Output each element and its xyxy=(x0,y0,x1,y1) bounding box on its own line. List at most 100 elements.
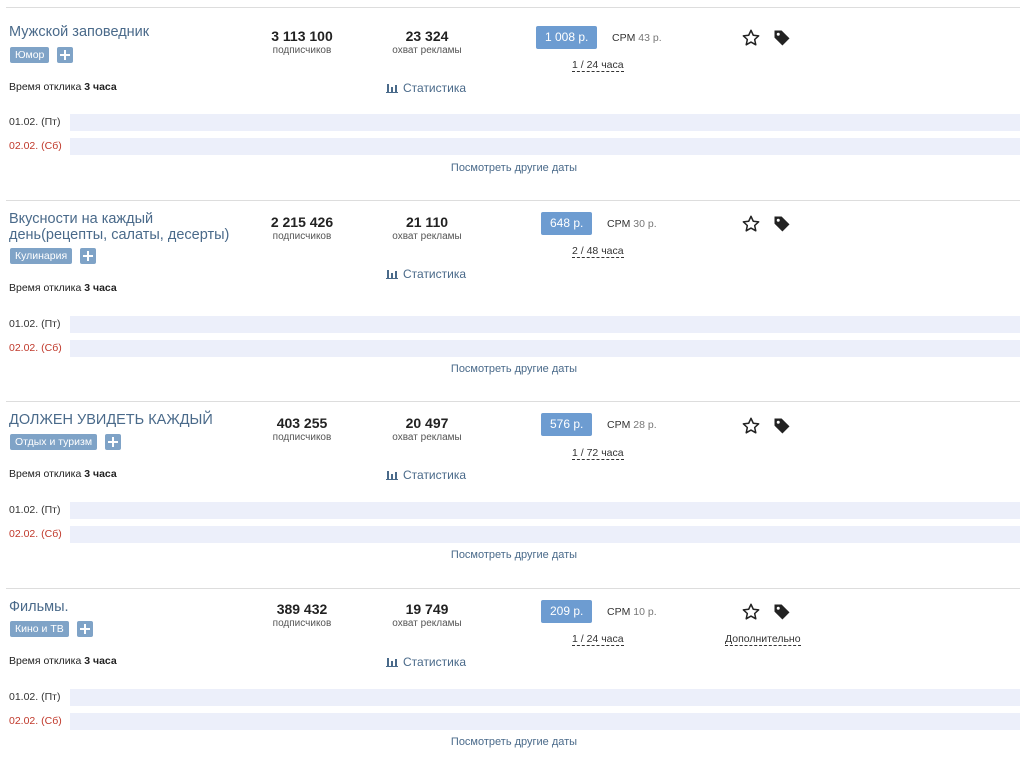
channel-name[interactable]: ДОЛЖЕН УВИДЕТЬ КАЖДЫЙ xyxy=(9,412,213,428)
channel-card: Фильмы. Кино и ТВ Время отклика 3 часа 3… xyxy=(0,588,1024,780)
date-label: 02.02. (Сб) xyxy=(9,715,62,727)
channel-name[interactable]: Мужской заповедник xyxy=(9,24,150,40)
statistics-link[interactable]: Статистика xyxy=(386,655,466,669)
card-divider xyxy=(6,7,1020,8)
channel-card: Вкусности на каждый день(рецепты, салаты… xyxy=(0,200,1024,395)
response-time-label: Время отклика xyxy=(9,655,82,667)
category-tag[interactable]: Кино и ТВ xyxy=(10,621,69,637)
date-row[interactable]: 01.02. (Пт) xyxy=(9,316,1020,333)
price-button[interactable]: 209 р. xyxy=(541,600,593,623)
cpm-value: 10 р. xyxy=(633,606,657,618)
card-divider xyxy=(6,588,1020,589)
reach-stat: 19 749 охват рекламы xyxy=(367,601,487,630)
bar-chart-icon xyxy=(386,470,398,480)
channel-tags: Отдых и туризм xyxy=(10,434,122,450)
bar-chart-icon xyxy=(386,657,398,667)
other-dates-link[interactable]: Посмотреть другие даты xyxy=(450,736,578,748)
reach-label: охват рекламы xyxy=(392,432,462,443)
cpm-label: CPM xyxy=(607,218,631,230)
reach-count: 20 497 xyxy=(405,415,449,431)
subscribers-label: подписчиков xyxy=(272,618,332,629)
other-dates-link[interactable]: Посмотреть другие даты xyxy=(450,549,578,561)
cpm-value: 28 р. xyxy=(633,419,657,431)
date-row[interactable]: 02.02. (Сб) xyxy=(9,713,1020,730)
date-slot-bar[interactable] xyxy=(70,340,1020,357)
channel-name[interactable]: Фильмы. xyxy=(9,599,69,615)
channel-card: ДОЛЖЕН УВИДЕТЬ КАЖДЫЙ Отдых и туризм Вре… xyxy=(0,401,1024,581)
category-tag[interactable]: Юмор xyxy=(10,47,50,63)
response-time: Время отклика 3 часа xyxy=(9,81,117,93)
more-options-link[interactable]: Дополнительно xyxy=(725,633,801,646)
date-slot-bar[interactable] xyxy=(70,316,1020,333)
date-slot-bar[interactable] xyxy=(70,689,1020,706)
cpm: CPM 43 р. xyxy=(612,32,662,44)
price-tag-icon[interactable] xyxy=(772,416,792,436)
subscribers-label: подписчиков xyxy=(272,432,332,443)
post-slots[interactable]: 2 / 48 часа xyxy=(572,245,624,258)
reach-stat: 20 497 охват рекламы xyxy=(367,415,487,444)
date-slot-bar[interactable] xyxy=(70,114,1020,131)
date-row[interactable]: 02.02. (Сб) xyxy=(9,340,1020,357)
response-time: Время отклика 3 часа xyxy=(9,655,117,667)
price-tag-icon[interactable] xyxy=(772,214,792,234)
date-row[interactable]: 02.02. (Сб) xyxy=(9,526,1020,543)
date-row[interactable]: 02.02. (Сб) xyxy=(9,138,1020,155)
date-slot-bar[interactable] xyxy=(70,502,1020,519)
date-label: 02.02. (Сб) xyxy=(9,140,62,152)
star-outline-icon[interactable] xyxy=(741,416,761,436)
date-label: 01.02. (Пт) xyxy=(9,318,61,330)
channel-card: Мужской заповедник Юмор Время отклика 3 … xyxy=(0,7,1024,193)
subscribers-stat: 389 432 подписчиков xyxy=(242,601,362,630)
subscribers-count: 389 432 xyxy=(276,601,328,617)
channel-tags: Кино и ТВ xyxy=(10,621,93,637)
subscribers-stat: 3 113 100 подписчиков xyxy=(242,28,362,57)
star-outline-icon[interactable] xyxy=(741,214,761,234)
response-time: Время отклика 3 часа xyxy=(9,468,117,480)
price-button[interactable]: 1 008 р. xyxy=(536,26,598,49)
category-tag[interactable]: Отдых и туризм xyxy=(10,434,98,450)
reach-stat: 23 324 охват рекламы xyxy=(367,28,487,57)
star-outline-icon[interactable] xyxy=(741,602,761,622)
date-row[interactable]: 01.02. (Пт) xyxy=(9,502,1020,519)
price-tag-icon[interactable] xyxy=(772,602,792,622)
cpm-label: CPM xyxy=(607,606,631,618)
statistics-link[interactable]: Статистика xyxy=(386,81,466,95)
cpm: CPM 10 р. xyxy=(607,606,657,618)
bar-chart-icon xyxy=(386,83,398,93)
reach-stat: 21 110 охват рекламы xyxy=(367,214,487,243)
statistics-label: Статистика xyxy=(403,655,467,669)
add-category-button[interactable] xyxy=(57,47,74,63)
date-slot-bar[interactable] xyxy=(70,713,1020,730)
post-slots[interactable]: 1 / 24 часа xyxy=(572,633,624,646)
add-category-button[interactable] xyxy=(105,434,122,450)
date-label: 01.02. (Пт) xyxy=(9,504,61,516)
date-row[interactable]: 01.02. (Пт) xyxy=(9,689,1020,706)
add-category-button[interactable] xyxy=(76,621,93,637)
subscribers-count: 3 113 100 xyxy=(271,28,333,44)
response-time: Время отклика 3 часа xyxy=(9,282,117,294)
add-category-button[interactable] xyxy=(80,248,97,264)
bar-chart-icon xyxy=(386,269,398,279)
reach-count: 23 324 xyxy=(405,28,449,44)
category-tag[interactable]: Кулинария xyxy=(10,248,73,264)
card-divider xyxy=(6,200,1020,201)
channel-name[interactable]: Вкусности на каждый день(рецепты, салаты… xyxy=(9,211,230,243)
date-row[interactable]: 01.02. (Пт) xyxy=(9,114,1020,131)
cpm-label: CPM xyxy=(607,419,631,431)
price-button[interactable]: 576 р. xyxy=(541,413,593,436)
date-slot-bar[interactable] xyxy=(70,138,1020,155)
date-slot-bar[interactable] xyxy=(70,526,1020,543)
cpm-value: 30 р. xyxy=(633,218,657,230)
post-slots[interactable]: 1 / 24 часа xyxy=(572,59,624,72)
star-outline-icon[interactable] xyxy=(741,28,761,48)
price-tag-icon[interactable] xyxy=(772,28,792,48)
post-slots[interactable]: 1 / 72 часа xyxy=(572,447,624,460)
other-dates-link[interactable]: Посмотреть другие даты xyxy=(450,363,578,375)
response-time-value: 3 часа xyxy=(84,468,117,480)
response-time-value: 3 часа xyxy=(84,81,117,93)
other-dates-link[interactable]: Посмотреть другие даты xyxy=(450,162,578,174)
statistics-link[interactable]: Статистика xyxy=(386,267,466,281)
date-label: 02.02. (Сб) xyxy=(9,342,62,354)
price-button[interactable]: 648 р. xyxy=(541,212,593,235)
statistics-link[interactable]: Статистика xyxy=(386,468,466,482)
